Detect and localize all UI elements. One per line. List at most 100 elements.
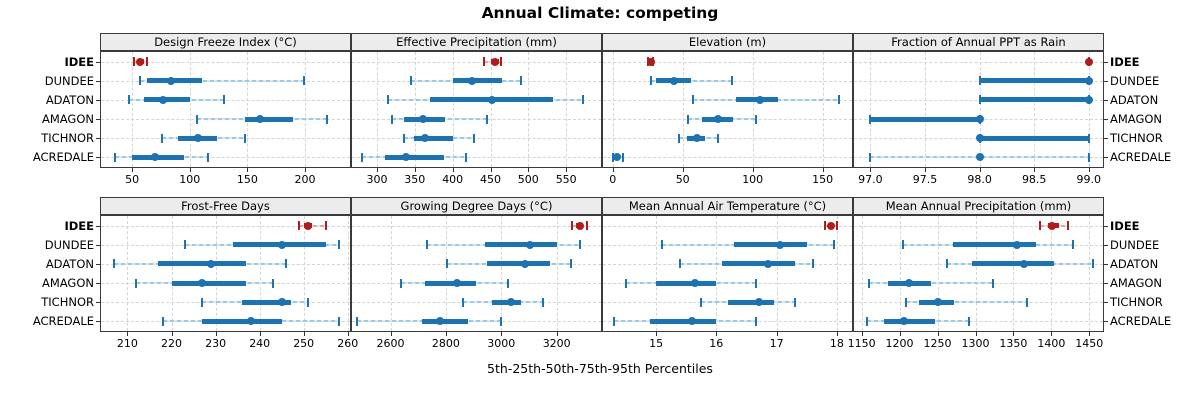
gridline-vertical xyxy=(925,52,926,167)
whisker-cap-amagon xyxy=(687,114,690,124)
gridline-horizontal xyxy=(854,321,1103,323)
row-tick-left xyxy=(96,157,100,159)
whisker-cap-tichnor xyxy=(461,297,464,307)
whisker-cap-tichnor xyxy=(904,297,907,307)
whisker-cap-dundee xyxy=(139,76,142,86)
gridline-vertical xyxy=(1051,216,1053,331)
whisker-cap-tichnor xyxy=(161,133,164,143)
whisker-cap-amagon xyxy=(868,278,871,288)
gridline-vertical xyxy=(656,216,658,331)
median-dot-tichnor xyxy=(934,298,943,307)
gridline-vertical xyxy=(1089,216,1091,331)
median-dot-amagon xyxy=(691,279,700,288)
range-25-75-adaton xyxy=(158,261,247,267)
gridline-vertical xyxy=(303,216,305,331)
axis-tick-label: 200 xyxy=(294,173,316,186)
median-dot-acredale xyxy=(151,153,160,162)
range-25-75-dundee xyxy=(734,242,807,248)
site-label-left-amagon: AMAGON xyxy=(41,112,94,127)
range-25-75-adaton xyxy=(487,261,550,267)
gridline-vertical xyxy=(899,216,901,331)
site-label-left-tichnor: TICHNOR xyxy=(41,295,94,310)
axis-caption: 5th-25th-50th-75th-95th Percentiles xyxy=(487,361,713,376)
gridline-vertical xyxy=(836,216,838,331)
range-25-75-dundee xyxy=(979,78,1089,84)
whisker-cap-adaton xyxy=(113,259,116,269)
axis-tick xyxy=(452,168,454,172)
whisker-cap-idee xyxy=(133,57,136,67)
site-label-right-dundee: DUNDEE xyxy=(1110,237,1160,252)
range-25-75-adaton xyxy=(722,261,795,267)
site-label-right-tichnor: TICHNOR xyxy=(1110,131,1163,146)
row-tick-left xyxy=(96,119,100,121)
gridline-vertical xyxy=(377,52,378,167)
whisker-cap-adaton xyxy=(978,95,981,105)
axis-tick-label: 3000 xyxy=(487,337,516,350)
gridline-vertical xyxy=(259,216,261,331)
whisker-cap-acredale xyxy=(1087,152,1090,162)
row-tick-right xyxy=(1104,225,1108,227)
gridline-horizontal xyxy=(101,99,350,101)
gridline-vertical xyxy=(127,216,129,331)
axis-tick-label: 220 xyxy=(161,337,182,350)
axis-tick xyxy=(490,168,492,172)
axis-tick-label: 100 xyxy=(179,173,201,186)
axis-tick xyxy=(937,332,939,336)
row-tick-right xyxy=(1104,80,1108,82)
whisker-cap-dundee xyxy=(832,240,835,250)
whisker-cap-idee xyxy=(1067,221,1070,231)
whisker-cap-amagon xyxy=(624,278,627,288)
site-label-left-idee: IDEE xyxy=(64,218,94,233)
median-dot-amagon xyxy=(975,115,984,124)
gridline-horizontal xyxy=(101,61,350,63)
median-dot-idee xyxy=(646,57,655,66)
axis-tick-label: 1400 xyxy=(1037,337,1066,350)
axis-tick xyxy=(1051,332,1053,336)
range-25-75-tichnor xyxy=(979,135,1089,141)
site-label-left-dundee: DUNDEE xyxy=(44,237,94,252)
axis-tick xyxy=(566,168,568,172)
gridline-vertical xyxy=(1034,52,1036,167)
whisker-cap-tichnor xyxy=(307,297,310,307)
gridline-vertical xyxy=(1088,52,1090,167)
axis-tick-label: 150 xyxy=(812,173,834,186)
whisker-cap-idee xyxy=(823,221,826,231)
whisker-cap-acredale xyxy=(161,316,164,326)
axis-tick-label: 2800 xyxy=(431,337,460,350)
median-dot-idee xyxy=(491,57,499,66)
range-25-75-acredale xyxy=(884,318,936,324)
whisker-cap-acredale xyxy=(621,152,624,162)
gridline-vertical xyxy=(776,216,778,331)
axis-tick xyxy=(528,168,530,172)
axis-tick xyxy=(303,332,305,336)
whisker-cap-adaton xyxy=(387,95,390,105)
gridline-horizontal xyxy=(352,138,601,140)
gridline-horizontal xyxy=(603,157,852,159)
axis-tick xyxy=(1089,332,1091,336)
row-tick-right xyxy=(1104,157,1108,159)
median-dot-acredale xyxy=(246,317,255,326)
range-25-75-tichnor xyxy=(414,135,453,141)
row-tick-left xyxy=(96,61,100,63)
median-dot-idee xyxy=(136,57,145,66)
panel-strip-design-freeze-index-c: Design Freeze Index (°C) xyxy=(100,33,351,51)
axis-tick xyxy=(870,168,872,172)
median-dot-amagon xyxy=(256,115,265,124)
median-dot-adaton xyxy=(207,259,216,268)
median-dot-acredale xyxy=(401,153,410,162)
whisker-cap-idee xyxy=(324,221,327,231)
axis-tick-label: 16 xyxy=(709,337,724,350)
median-dot-adaton xyxy=(755,95,764,104)
whisker-cap-acredale xyxy=(464,152,467,162)
gridline-vertical xyxy=(979,52,981,167)
gridline-horizontal xyxy=(854,80,1103,82)
whisker-cap-tichnor xyxy=(677,133,680,143)
site-label-left-adaton: ADATON xyxy=(45,92,94,107)
gridline-vertical xyxy=(390,216,392,331)
axis-tick xyxy=(556,332,558,336)
gridline-vertical xyxy=(861,216,863,331)
gridline-vertical xyxy=(822,52,824,167)
range-25-75-acredale xyxy=(422,318,469,324)
axis-tick-label: 550 xyxy=(555,173,577,186)
row-tick-right xyxy=(1104,99,1108,101)
